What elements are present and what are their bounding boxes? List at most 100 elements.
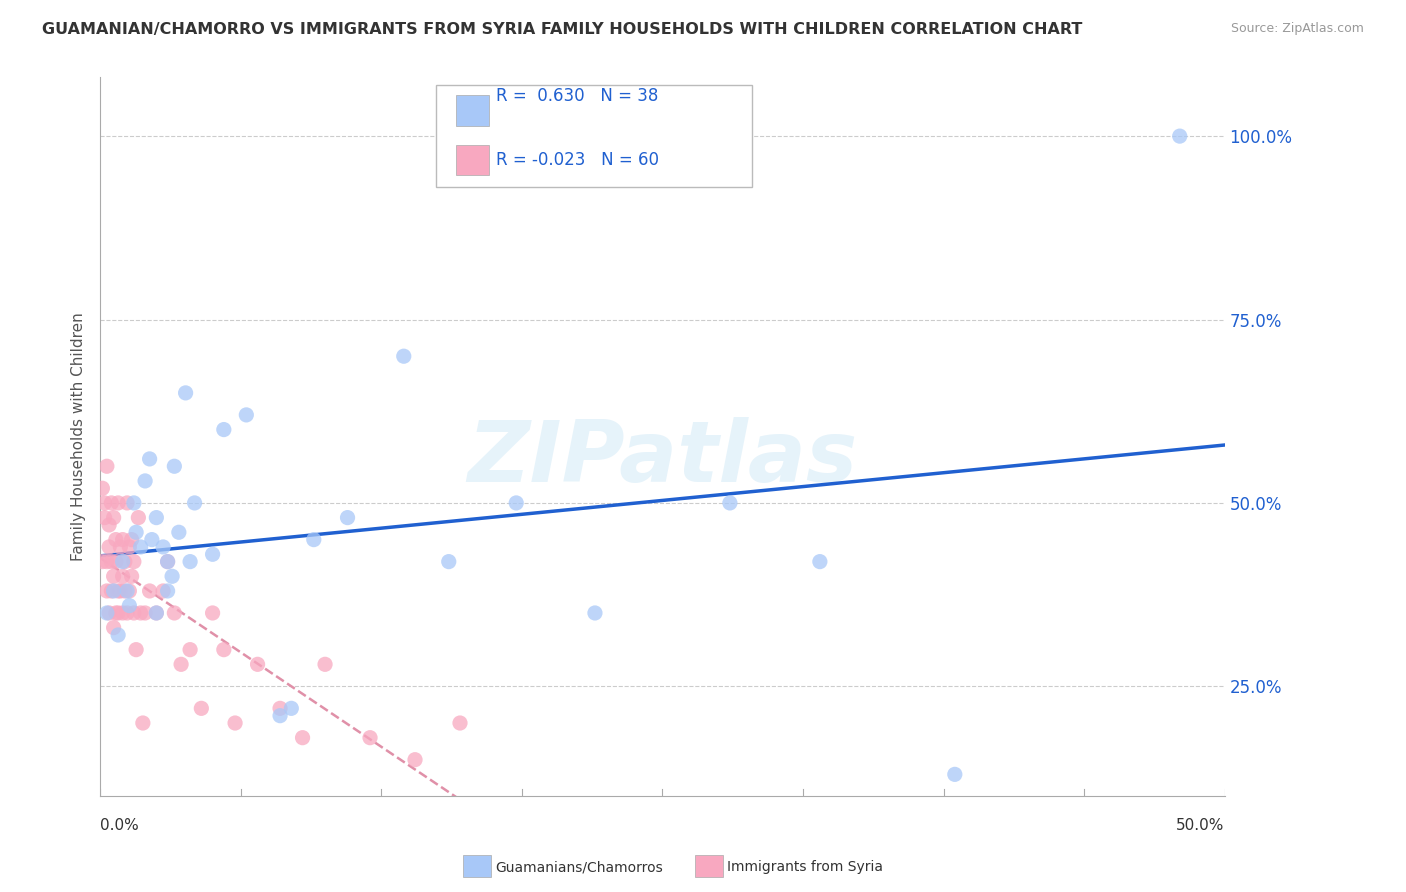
Point [201, 606, 224, 620]
Point [129, 606, 152, 620]
Point [115, 584, 138, 599]
Point [122, 555, 145, 569]
Point [808, 555, 831, 569]
Point [156, 584, 179, 599]
Point [156, 555, 179, 569]
Text: 0.0%: 0.0% [100, 818, 139, 833]
Point [314, 657, 336, 672]
Point [943, 767, 966, 781]
Point [111, 533, 134, 547]
Point [134, 606, 156, 620]
Point [280, 701, 302, 715]
Point [145, 510, 167, 524]
Point [302, 533, 325, 547]
Point [152, 584, 174, 599]
Point [583, 606, 606, 620]
Point [114, 555, 136, 569]
Point [167, 525, 190, 540]
Point [125, 525, 148, 540]
Point [359, 731, 381, 745]
Point [96, 606, 118, 620]
Point [156, 555, 179, 569]
Text: R = -0.023   N = 60: R = -0.023 N = 60 [496, 151, 659, 169]
Text: Immigrants from Syria: Immigrants from Syria [727, 860, 883, 874]
Point [115, 606, 138, 620]
Point [114, 584, 136, 599]
Point [127, 510, 149, 524]
Point [121, 533, 143, 547]
Point [163, 606, 186, 620]
Point [190, 701, 212, 715]
Text: Guamanians/Chamorros: Guamanians/Chamorros [495, 860, 662, 874]
Point [269, 701, 291, 715]
Point [138, 451, 160, 466]
Point [118, 540, 141, 554]
Point [110, 584, 132, 599]
Point [134, 474, 156, 488]
Point [224, 716, 246, 731]
Point [100, 584, 122, 599]
Point [212, 642, 235, 657]
Point [96, 584, 118, 599]
Point [129, 540, 152, 554]
Point [110, 540, 132, 554]
Point [96, 555, 118, 569]
Point [141, 533, 163, 547]
Point [145, 606, 167, 620]
Point [201, 547, 224, 561]
Point [121, 569, 143, 583]
Point [392, 349, 415, 363]
Point [179, 555, 201, 569]
Point [118, 599, 141, 613]
Point [103, 621, 125, 635]
Point [122, 606, 145, 620]
Point [404, 753, 426, 767]
Point [104, 555, 127, 569]
Point [179, 642, 201, 657]
Point [132, 716, 155, 731]
Point [1168, 129, 1191, 144]
Point [291, 731, 314, 745]
Point [125, 642, 148, 657]
Point [104, 606, 127, 620]
Point [104, 533, 127, 547]
Point [93, 510, 115, 524]
Point [93, 496, 115, 510]
Point [336, 510, 359, 524]
Point [107, 606, 129, 620]
Point [163, 459, 186, 474]
Text: 50.0%: 50.0% [1177, 818, 1225, 833]
Point [718, 496, 741, 510]
Point [91, 481, 114, 495]
Point [111, 606, 134, 620]
Point [152, 540, 174, 554]
Point [183, 496, 205, 510]
Point [246, 657, 269, 672]
Point [91, 555, 114, 569]
Point [103, 569, 125, 583]
Point [449, 716, 471, 731]
Point [107, 628, 129, 642]
Point [111, 569, 134, 583]
Text: R =  0.630   N = 38: R = 0.630 N = 38 [496, 87, 658, 105]
Point [170, 657, 193, 672]
Point [437, 555, 460, 569]
Point [122, 496, 145, 510]
Point [145, 606, 167, 620]
Point [160, 569, 183, 583]
Point [107, 584, 129, 599]
Point [96, 459, 118, 474]
Point [98, 540, 121, 554]
Point [98, 517, 121, 532]
Text: Source: ZipAtlas.com: Source: ZipAtlas.com [1230, 22, 1364, 36]
Point [212, 423, 235, 437]
Point [107, 496, 129, 510]
Point [111, 555, 134, 569]
Point [138, 584, 160, 599]
Point [118, 584, 141, 599]
Point [505, 496, 527, 510]
Point [98, 606, 121, 620]
Y-axis label: Family Households with Children: Family Households with Children [72, 312, 86, 561]
Point [174, 385, 197, 400]
Text: ZIPatlas: ZIPatlas [467, 417, 858, 500]
